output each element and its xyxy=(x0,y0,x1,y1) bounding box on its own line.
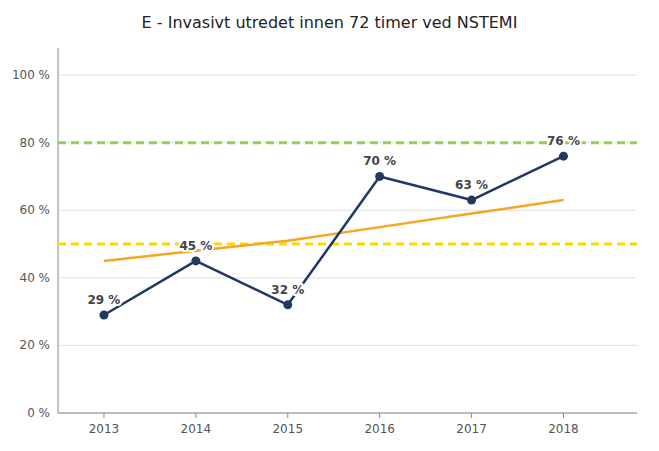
data-labels: 29 % 45 % 32 % 70 % 63 % 76 % xyxy=(87,134,579,307)
x-tick xyxy=(103,413,104,418)
data-label: 32 % xyxy=(271,283,304,297)
y-tick-label: 60 % xyxy=(20,203,51,217)
y-tick-label: 100 % xyxy=(12,68,50,82)
x-tick xyxy=(195,413,196,418)
plot-area xyxy=(58,143,637,320)
y-tick-label: 40 % xyxy=(20,271,51,285)
data-label: 63 % xyxy=(455,178,488,192)
data-label: 76 % xyxy=(547,134,580,148)
data-label: 29 % xyxy=(87,293,120,307)
x-tick-label: 2015 xyxy=(272,422,303,436)
grid xyxy=(58,75,637,413)
x-tick xyxy=(287,413,288,418)
x-tick xyxy=(379,413,380,418)
x-tick xyxy=(471,413,472,418)
reference-line xyxy=(58,243,637,246)
x-tick-label: 2013 xyxy=(89,422,120,436)
grid-line xyxy=(58,345,637,346)
grid-line xyxy=(58,210,637,211)
x-tick-label: 2018 xyxy=(548,422,579,436)
y-tick-label: 0 % xyxy=(27,406,50,420)
data-label: 45 % xyxy=(179,239,212,253)
x-tick-label: 2014 xyxy=(181,422,212,436)
x-axis-line xyxy=(58,413,637,414)
marker xyxy=(191,256,200,265)
grid-line xyxy=(58,277,637,278)
marker xyxy=(467,196,476,205)
marker xyxy=(375,172,384,181)
marker xyxy=(559,152,568,161)
grid-line xyxy=(58,413,637,414)
title: E - Invasivt utredet innen 72 timer ved … xyxy=(142,13,518,32)
line xyxy=(104,156,564,315)
marker xyxy=(99,310,108,319)
x-tick xyxy=(563,413,564,418)
data-label: 70 % xyxy=(363,154,396,168)
line xyxy=(104,200,564,261)
y-tick-label: 20 % xyxy=(20,338,51,352)
marker xyxy=(283,300,292,309)
y-axis-line xyxy=(58,48,59,413)
x-tick-label: 2016 xyxy=(364,422,395,436)
y-tick-label: 80 % xyxy=(20,136,51,150)
grid-line xyxy=(58,75,637,76)
x-tick-label: 2017 xyxy=(456,422,487,436)
chart: E - Invasivt utredet innen 72 timer ved … xyxy=(0,0,659,451)
